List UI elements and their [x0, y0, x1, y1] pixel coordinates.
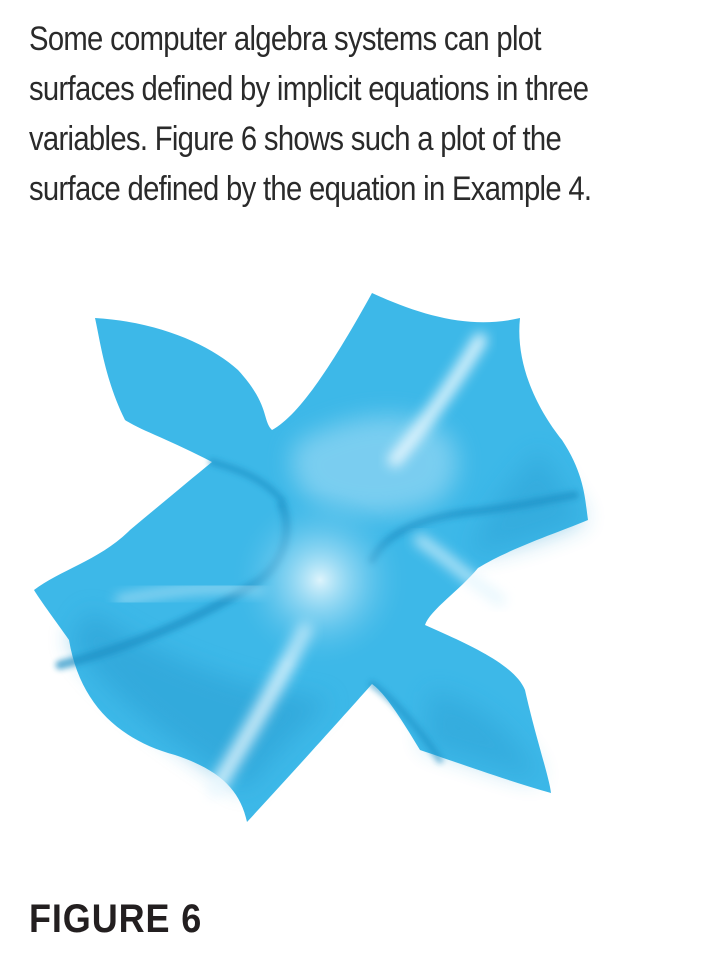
surface-center-glow [230, 490, 410, 670]
surface-crease-upper [208, 458, 286, 504]
body-paragraph: Some computer algebra systems can plot s… [29, 14, 627, 214]
surface-shade-bottom-right [425, 690, 540, 780]
implicit-surface-plot [34, 293, 588, 822]
paragraph-line: surfaces defined by implicit equations i… [29, 70, 589, 108]
surface-shade-lower [70, 610, 330, 790]
surface-highlight-right [414, 534, 506, 606]
figure-6-container [0, 262, 728, 862]
surface-crease-bottom [368, 680, 444, 764]
figure-caption: FIGURE 6 [29, 897, 203, 941]
paragraph-line: variables. Figure 6 shows such a plot of… [29, 120, 562, 158]
surface-highlight-upper-right [388, 333, 487, 467]
paragraph-line: surface defined by the equation in Examp… [29, 170, 592, 208]
paragraph-line: Some computer algebra systems can plot [29, 20, 541, 58]
